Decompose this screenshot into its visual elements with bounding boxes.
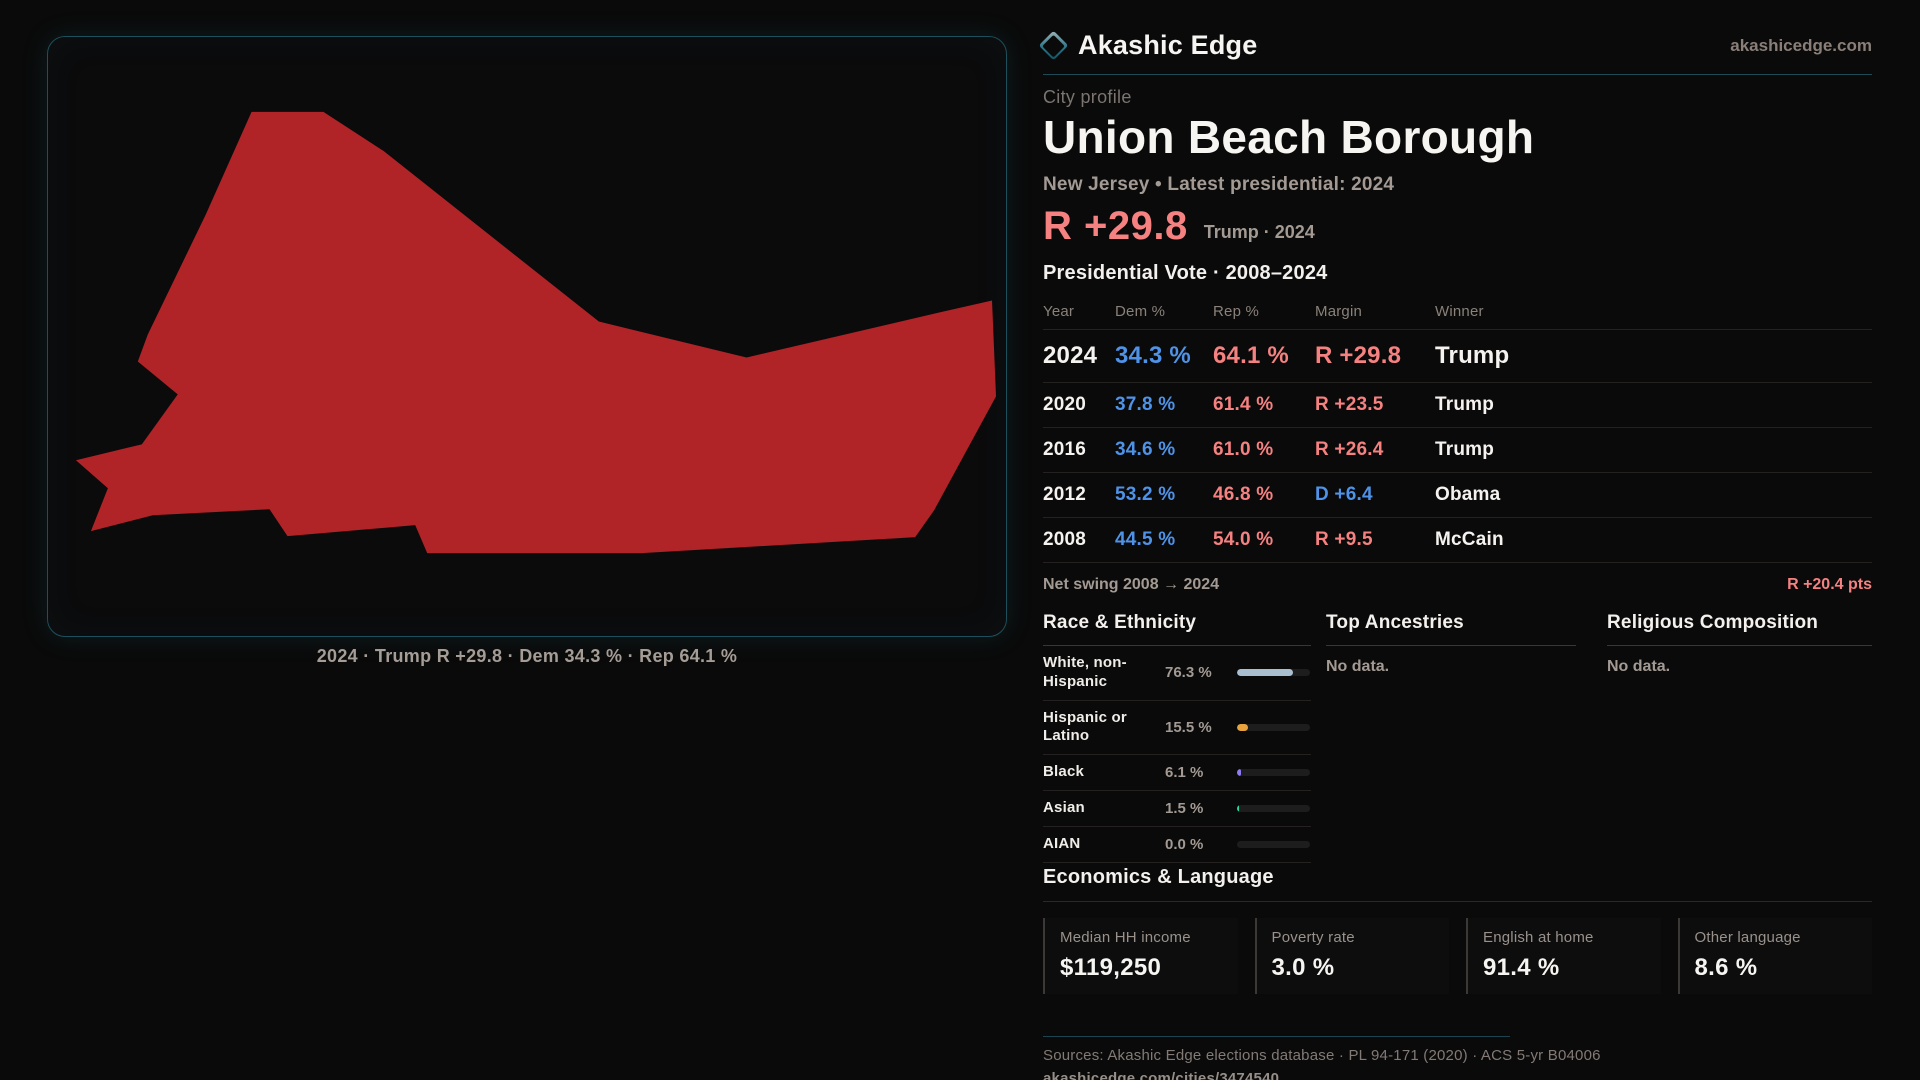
sources-line: Sources: Akashic Edge elections database… (1043, 1047, 1601, 1064)
latest-margin: R +29.8 Trump · 2024 (1043, 206, 1872, 246)
list-item: Black 6.1 % (1043, 755, 1311, 791)
list-item: White, non-Hispanic 76.3 % (1043, 646, 1311, 701)
ancestries-heading: Top Ancestries (1326, 612, 1576, 646)
col-winner: Winner (1435, 303, 1484, 320)
boundary-map-svg (75, 111, 997, 554)
stat-card: Poverty rate 3.0 % (1254, 918, 1450, 994)
race-heading: Race & Ethnicity (1043, 612, 1311, 646)
header-divider (1043, 74, 1872, 75)
table-row: 2012 53.2 % 46.8 % D +6.4 Obama (1043, 473, 1872, 518)
latest-margin-note: Trump · 2024 (1203, 222, 1315, 242)
brand-name: Akashic Edge (1078, 30, 1258, 60)
table-row: 2016 34.6 % 61.0 % R +26.4 Trump (1043, 428, 1872, 473)
stat-card: Median HH income $119,250 (1043, 918, 1238, 994)
economics-divider (1043, 901, 1872, 902)
list-item: Hispanic or Latino 15.5 % (1043, 701, 1311, 755)
economics-cards: Median HH income $119,250 Poverty rate 3… (1043, 918, 1872, 994)
net-swing-row: Net swing 2008 → 2024 R +20.4 pts (1043, 563, 1872, 604)
vote-table-header: Year Dem % Rep % Margin Winner (1043, 295, 1872, 330)
kicker: City profile (1043, 87, 1132, 107)
subtitle: New Jersey • Latest presidential: 2024 (1043, 174, 1395, 195)
city-boundary-map[interactable] (47, 36, 1007, 637)
page-title: Union Beach Borough (1043, 111, 1535, 163)
col-margin: Margin (1315, 303, 1363, 320)
map-caption: 2024 · Trump R +29.8 · Dem 34.3 % · Rep … (316, 646, 738, 666)
latest-margin-value: R +29.8 (1043, 204, 1188, 248)
net-swing-value: R +20.4 pts (1787, 576, 1872, 593)
profile-panel: Akashic Edge akashicedge.com City profil… (1038, 0, 1872, 1080)
col-rep: Rep % (1213, 303, 1260, 320)
stat-card: English at home 91.4 % (1466, 918, 1661, 994)
list-item: Asian 1.5 % (1043, 791, 1311, 827)
site-header: Akashic Edge akashicedge.com (1038, 30, 1872, 61)
brand: Akashic Edge (1038, 30, 1258, 61)
list-item: AIAN 0.0 % (1043, 827, 1311, 863)
race-bar (1237, 769, 1310, 776)
permalink[interactable]: akashicedge.com/cities/3474540 (1043, 1070, 1280, 1080)
top-ancestries-block: Top Ancestries No data. (1326, 612, 1576, 676)
demographics-section: Race & Ethnicity White, non-Hispanic 76.… (1043, 612, 1872, 863)
religion-heading: Religious Composition (1607, 612, 1872, 646)
table-row: 2024 34.3 % 64.1 % R +29.8 Trump (1043, 330, 1872, 383)
race-bar (1237, 841, 1310, 848)
col-dem: Dem % (1115, 303, 1166, 320)
race-ethnicity-block: Race & Ethnicity White, non-Hispanic 76.… (1043, 612, 1311, 863)
site-domain-link[interactable]: akashicedge.com (1730, 35, 1872, 55)
religion-block: Religious Composition No data. (1607, 612, 1872, 676)
net-swing-label: Net swing 2008 → 2024 (1043, 576, 1220, 593)
economics-heading: Economics & Language (1043, 866, 1274, 888)
vote-table-title: Presidential Vote · 2008–2024 (1043, 262, 1328, 284)
col-year: Year (1043, 303, 1075, 320)
ancestries-empty: No data. (1326, 658, 1390, 675)
religion-empty: No data. (1607, 658, 1671, 675)
stat-card: Other language 8.6 % (1677, 918, 1873, 994)
table-row: 2020 37.8 % 61.4 % R +23.5 Trump (1043, 383, 1872, 428)
race-bar (1237, 805, 1310, 812)
city-boundary-shape (75, 111, 997, 554)
race-bar (1237, 669, 1310, 677)
diamond-logo-icon (1038, 30, 1069, 61)
race-bar (1237, 723, 1310, 731)
footer-divider (1043, 1036, 1510, 1037)
table-row: 2008 44.5 % 54.0 % R +9.5 McCain (1043, 518, 1872, 563)
vote-table: Year Dem % Rep % Margin Winner 2024 34.3… (1043, 295, 1872, 604)
